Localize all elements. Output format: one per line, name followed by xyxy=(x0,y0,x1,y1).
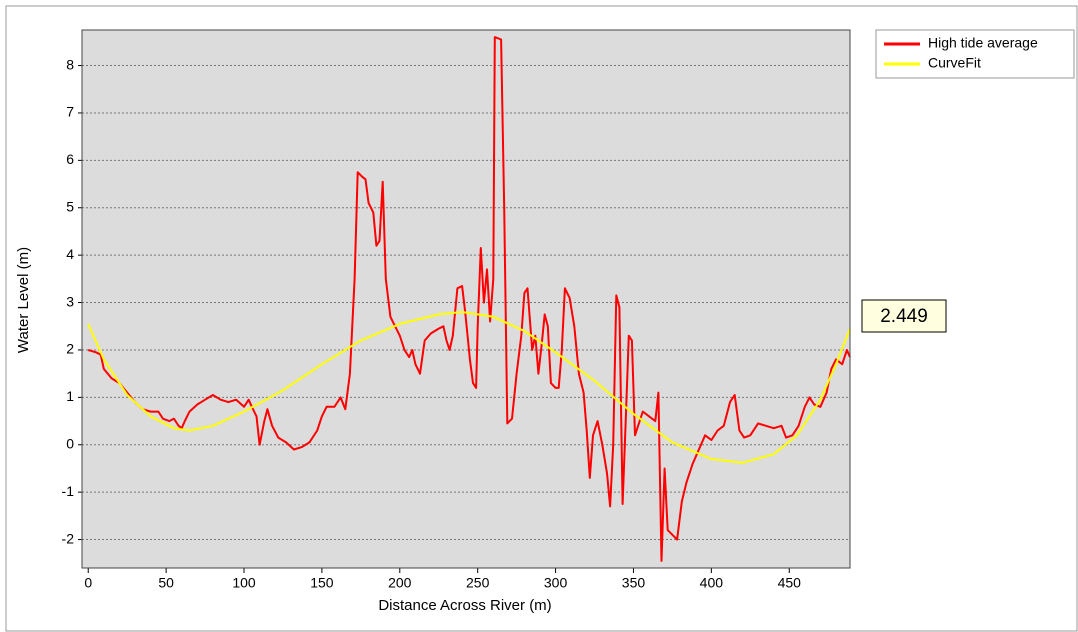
data-line xyxy=(87,36,851,562)
x-axis-label: Distance Across River (m) xyxy=(378,597,551,614)
x-tick-label: 200 xyxy=(388,575,412,591)
y-tick-label: 4 xyxy=(66,246,74,262)
x-tick-label: 450 xyxy=(778,575,802,591)
y-tick-label: -2 xyxy=(62,530,75,546)
legend: High tide average CurveFit xyxy=(875,29,1075,79)
y-axis-label: Water Level (m) xyxy=(15,247,32,353)
annotation: 2.449 xyxy=(880,306,928,327)
x-tick-label: 250 xyxy=(466,575,490,591)
x-tick-label: 150 xyxy=(310,575,334,591)
y-tick-label: 7 xyxy=(66,104,74,120)
y-tick-label: 2 xyxy=(66,341,74,357)
y-tick-label: 5 xyxy=(66,198,74,214)
plot-area xyxy=(81,29,851,569)
y-tick-label: 8 xyxy=(66,56,74,72)
plot-area xyxy=(81,29,851,569)
y-tick-label: 1 xyxy=(66,388,74,404)
data-line xyxy=(87,311,851,464)
x-tick-label: 350 xyxy=(622,575,646,591)
x-tick-label: 0 xyxy=(84,575,92,591)
x-tick-label: 300 xyxy=(544,575,568,591)
legend-label: High tide average xyxy=(928,35,1038,51)
y-tick-label: 0 xyxy=(66,435,74,451)
legend-label: CurveFit xyxy=(928,55,981,71)
y-tick-label: -1 xyxy=(62,483,75,499)
legend-box xyxy=(875,29,1075,79)
x-tick-label: 100 xyxy=(232,575,256,591)
x-tick-label: 400 xyxy=(700,575,724,591)
x-tick-label: 50 xyxy=(158,575,174,591)
annotation-box xyxy=(861,299,947,333)
y-tick-label: 3 xyxy=(66,293,74,309)
y-tick-label: 6 xyxy=(66,151,74,167)
